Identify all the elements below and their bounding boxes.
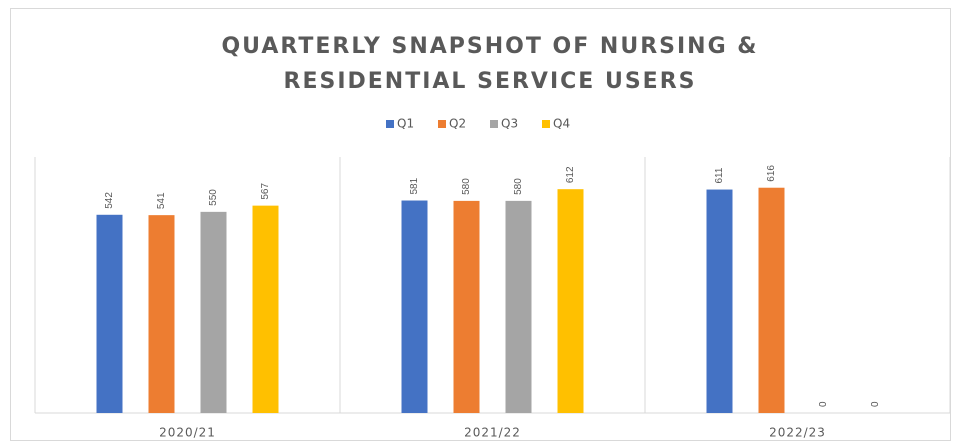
bar [706,189,733,413]
bar [401,200,428,413]
legend-swatch [542,120,550,128]
legend-label: Q4 [553,117,570,131]
data-label: 612 [565,166,576,183]
data-label: 580 [513,178,524,195]
legend-label: Q1 [397,117,414,131]
bar [505,200,532,413]
bar [557,189,584,413]
bar [453,200,480,413]
bar [200,211,227,413]
data-label: 542 [104,192,115,209]
data-label: 611 [714,167,725,183]
x-tick-label: 2021/22 [464,426,521,440]
legend-label: Q2 [449,117,466,131]
chart-title: RESIDENTIAL SERVICE USERS [284,69,697,94]
data-label: 550 [208,189,219,206]
legend-label: Q3 [501,117,518,131]
chart-title: QUARTERLY SNAPSHOT OF NURSING & [221,34,758,59]
legend-swatch [438,120,446,128]
data-label: 567 [260,183,271,200]
x-tick-label: 2022/23 [769,426,826,440]
x-tick-label: 2020/21 [159,426,216,440]
bar [252,205,279,413]
data-label: 0 [870,401,881,407]
data-label: 580 [461,178,472,195]
data-label: 0 [818,401,829,407]
bar [758,187,785,413]
bar [148,215,175,413]
data-label: 581 [409,177,420,194]
data-label: 541 [156,192,167,209]
legend-swatch [386,120,394,128]
bar [96,214,123,413]
data-label: 616 [766,165,777,182]
legend-swatch [490,120,498,128]
